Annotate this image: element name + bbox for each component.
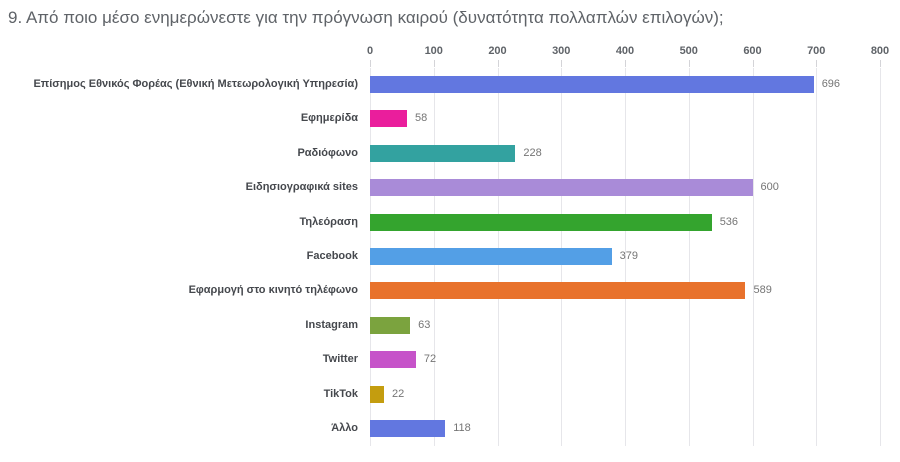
category-label: Ειδησιογραφικά sites (245, 181, 358, 194)
gridline (688, 68, 690, 446)
x-tick-label: 200 (488, 45, 507, 57)
bar-value-label: 118 (453, 422, 471, 434)
category-label: Facebook (306, 250, 358, 262)
bar-value-label: 58 (414, 112, 428, 125)
x-tick-mark (688, 60, 690, 67)
category-label: Εφαρμογή στο κινητό τηλέφωνο (188, 284, 358, 297)
category-label: TikTok (323, 387, 358, 400)
bar (370, 213, 712, 231)
bar-value-label: 589 (753, 284, 772, 297)
bar (370, 144, 516, 162)
bar (370, 316, 411, 334)
bar-value-label: 536 (719, 215, 739, 228)
bar (370, 420, 446, 437)
category-label: Άλλο (331, 422, 358, 434)
x-tick-label: 600 (743, 45, 762, 57)
x-tick-mark (561, 60, 563, 67)
category-label: Τηλεόραση (299, 215, 359, 228)
bar (370, 110, 407, 128)
category-label: Twitter (322, 353, 358, 366)
x-tick-mark (752, 60, 754, 67)
bar-value-label: 22 (392, 387, 405, 400)
x-tick-mark (370, 60, 371, 67)
x-tick-label: 700 (807, 45, 826, 57)
x-tick-mark (880, 60, 881, 67)
bar-value-label: 696 (821, 78, 841, 90)
bar (370, 76, 814, 93)
category-label: Instagram (305, 318, 358, 331)
bar-value-label: 63 (418, 318, 431, 331)
category-label: Ραδιόφωνο (297, 146, 358, 159)
bar-value-label: 72 (423, 353, 437, 366)
gridline (880, 68, 881, 446)
gridline (816, 68, 818, 446)
x-tick-label: 800 (870, 45, 890, 57)
x-tick-label: 400 (615, 45, 635, 57)
bar-value-label: 228 (523, 146, 542, 159)
x-tick-mark (625, 60, 626, 67)
question-title: 9. Από ποιο μέσο ενημερώνεστε για την πρ… (8, 8, 724, 27)
bar-value-label: 600 (760, 181, 779, 194)
x-tick-mark (433, 60, 435, 67)
bar (370, 179, 753, 197)
bar (370, 248, 612, 265)
bar (370, 385, 385, 403)
bar-value-label: 379 (619, 250, 638, 262)
gridline (752, 68, 754, 446)
x-tick-mark (816, 60, 818, 67)
category-label: Εφημερίδα (300, 112, 358, 125)
x-tick-label: 500 (679, 45, 698, 57)
x-tick-label: 100 (424, 45, 443, 57)
category-label: Επίσημος Εθνικός Φορέας (Εθνική Μετεωρολ… (33, 78, 358, 90)
x-tick-label: 300 (552, 45, 571, 57)
x-tick-label: 0 (366, 45, 374, 57)
bar (370, 351, 416, 369)
x-tick-mark (497, 60, 499, 67)
gridline (625, 68, 626, 446)
bar (370, 282, 746, 300)
